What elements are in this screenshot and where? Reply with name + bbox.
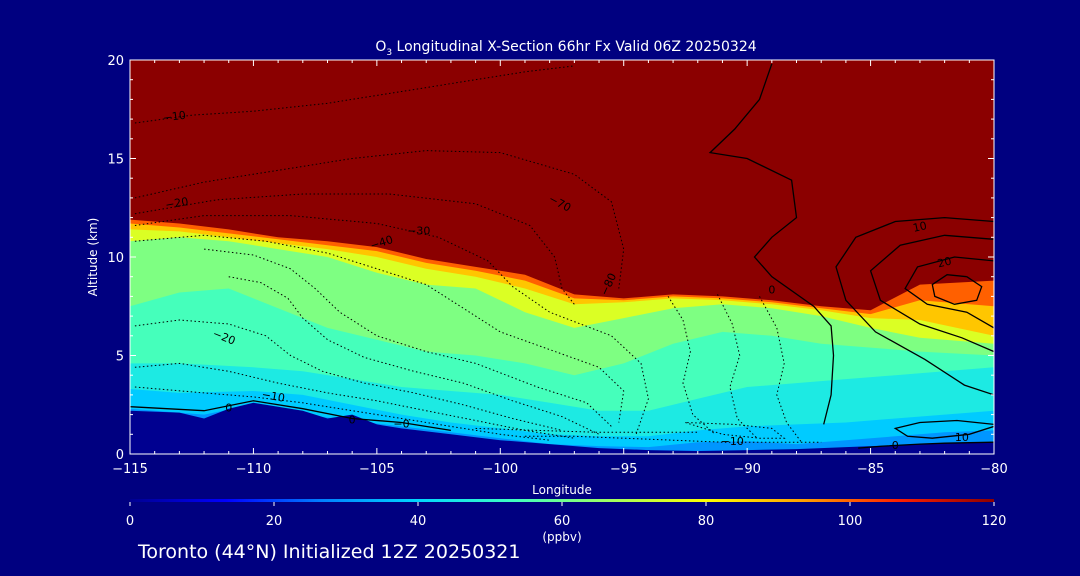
dotted-contour	[667, 296, 716, 435]
chart-title-subscript: 3	[386, 48, 392, 58]
colorbar-unit-label: (ppbv)	[542, 530, 581, 544]
x-tick-label: −115	[112, 462, 148, 477]
contour-label: 0	[768, 283, 775, 296]
solid-contour	[904, 256, 994, 329]
y-tick-label: 15	[107, 153, 124, 168]
solid-contour	[869, 234, 994, 353]
contour-label: 10	[955, 431, 969, 444]
contour-label: 0	[349, 414, 356, 427]
contour-label: −10	[721, 435, 744, 448]
y-tick-label: 10	[107, 251, 124, 266]
terrain	[130, 402, 994, 454]
contour-label: −20	[164, 195, 189, 212]
contour-lines	[130, 63, 994, 449]
y-tick-label: 0	[116, 448, 124, 463]
contour-label: 20	[936, 254, 953, 270]
y-tick-label: 5	[116, 350, 124, 365]
chart-title: O3 Longitudinal X-Section 66hr Fx Valid …	[375, 39, 756, 58]
colorbar-tick-label: 120	[982, 514, 1007, 529]
solid-contour	[835, 216, 994, 396]
x-tick-label: −80	[980, 462, 1007, 477]
y-axis-label: Altitude (km)	[86, 218, 100, 297]
contour-label: −30	[407, 224, 430, 237]
dotted-contour	[134, 319, 563, 431]
solid-contour	[858, 441, 994, 449]
solid-contour	[893, 419, 994, 439]
colorbar-tick-label: 40	[410, 514, 427, 529]
dotted-contour	[134, 234, 625, 423]
dotted-contour	[134, 150, 625, 289]
chart-title-species: O	[375, 39, 386, 55]
contour-label: 0	[225, 402, 232, 415]
x-axis-ticks: −115 −110 −105 −100 −95 −90 −85 −80	[112, 60, 1008, 477]
y-tick-label: 20	[107, 54, 124, 69]
colorbar-tick-label: 20	[266, 514, 283, 529]
dotted-contour	[204, 248, 612, 427]
x-axis-label: Longitude	[532, 483, 592, 497]
colorbar-tick-label: 80	[698, 514, 715, 529]
colorbar	[130, 499, 994, 502]
x-tick-label: −105	[359, 462, 395, 477]
solid-contour	[708, 63, 835, 425]
dotted-contour	[759, 296, 802, 443]
x-tick-label: −85	[857, 462, 884, 477]
x-tick-label: −110	[236, 462, 272, 477]
chart-title-rest: Longitudinal X-Section 66hr Fx Valid 06Z…	[392, 39, 757, 55]
colorbar-tick-label: 60	[554, 514, 571, 529]
x-tick-label: −95	[610, 462, 637, 477]
ozone-field	[130, 60, 994, 454]
colorbar-tick-label: 100	[838, 514, 863, 529]
dotted-contour	[475, 427, 698, 433]
contour-label: −10	[162, 109, 187, 125]
solid-contour	[130, 400, 452, 432]
solid-contour	[931, 274, 983, 305]
contour-label: 0	[892, 439, 899, 452]
contour-label: −10	[261, 388, 286, 405]
colorbar-ticks: 0 20 40 60 80 100 120	[126, 502, 1007, 529]
colorbar-tick-label: 0	[126, 514, 134, 529]
footer-caption: Toronto (44°N) Initialized 12Z 20250321	[138, 541, 521, 563]
dotted-contour	[134, 65, 575, 124]
dotted-contour	[525, 435, 822, 443]
dotted-contour	[685, 422, 786, 439]
contour-label: 10	[912, 219, 928, 235]
y-axis-ticks: 0 5 10 15 20	[107, 54, 994, 463]
x-tick-label: −90	[733, 462, 760, 477]
contour-label: −0	[393, 417, 409, 430]
x-tick-label: −100	[482, 462, 518, 477]
dotted-contour	[134, 362, 575, 439]
